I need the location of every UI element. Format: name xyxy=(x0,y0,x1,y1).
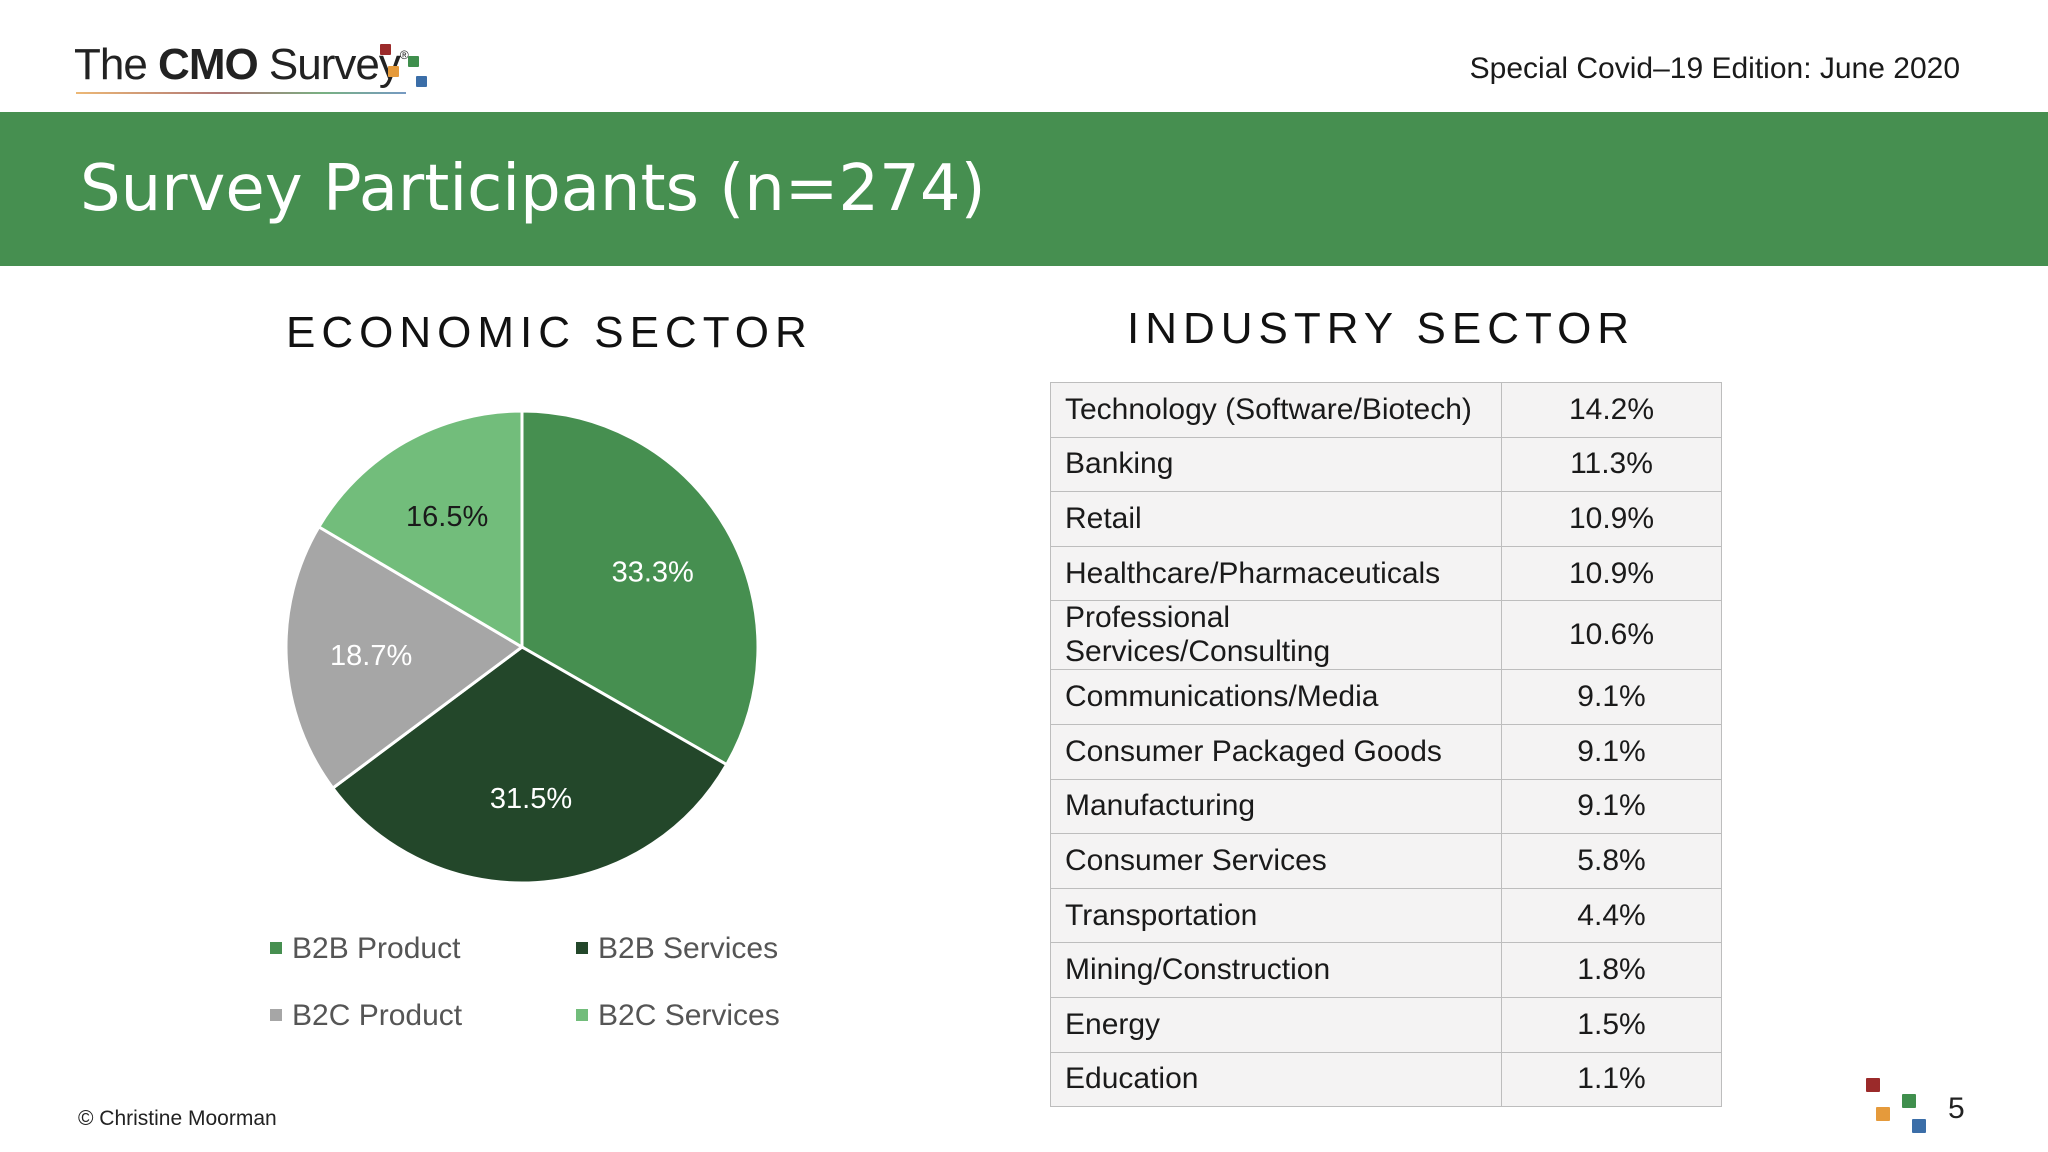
legend-entry: B2B Services xyxy=(576,932,778,966)
logo-survey: Survey xyxy=(257,40,401,89)
table-row: Communications/Media 9.1% xyxy=(1050,669,1722,725)
registered-mark: ® xyxy=(399,48,409,62)
logo-square-blue-icon xyxy=(416,76,427,87)
table-row: Healthcare/Pharmaceuticals 10.9% xyxy=(1050,545,1722,602)
industry-name-cell: Education xyxy=(1050,1051,1502,1108)
industry-pct-cell: 10.9% xyxy=(1501,491,1722,547)
industry-sector-table: Technology (Software/Biotech) 14.2% Bankin… xyxy=(1050,382,1722,1108)
slide-title: Survey Participants (n=274) xyxy=(80,152,986,226)
logo-square-red-icon xyxy=(380,44,391,55)
logo-cmo: CMO xyxy=(158,40,259,89)
industry-name-cell: Professional Services/Consulting xyxy=(1050,600,1502,671)
industry-name-cell: Banking xyxy=(1050,436,1502,493)
industry-pct-cell: 1.8% xyxy=(1501,942,1722,998)
industry-name-cell: Communications/Media xyxy=(1050,669,1502,725)
logo-square-orange-icon xyxy=(388,66,399,77)
table-row: Education 1.1% xyxy=(1050,1051,1722,1108)
legend-entry: B2C Product xyxy=(270,999,462,1033)
industry-name-cell: Healthcare/Pharmaceuticals xyxy=(1050,545,1502,602)
industry-pct-cell: 11.3% xyxy=(1501,436,1722,493)
industry-pct-cell: 9.1% xyxy=(1501,723,1722,780)
table-row: Energy 1.5% xyxy=(1050,996,1722,1053)
table-row: Manufacturing 9.1% xyxy=(1050,778,1722,835)
industry-name-cell: Transportation xyxy=(1050,887,1502,944)
legend-label: B2B Product xyxy=(292,932,461,965)
industry-pct-cell: 14.2% xyxy=(1501,382,1722,438)
industry-sector-title: INDUSTRY SECTOR xyxy=(1127,304,1636,353)
industry-name-cell: Manufacturing xyxy=(1050,778,1502,835)
pie-data-label: 33.3% xyxy=(612,556,694,588)
industry-pct-cell: 9.1% xyxy=(1501,778,1722,835)
title-banner: Survey Participants (n=274) xyxy=(0,112,2048,266)
footer-square-red-icon xyxy=(1866,1078,1880,1092)
legend-entry: B2C Services xyxy=(576,999,780,1033)
industry-pct-cell: 4.4% xyxy=(1501,887,1722,944)
legend-label: B2B Services xyxy=(598,932,779,965)
pie-slice-b2b-services xyxy=(330,645,729,885)
legend-entry: B2B Product xyxy=(270,932,460,966)
legend-swatch xyxy=(576,1009,588,1022)
industry-pct-cell: 1.1% xyxy=(1501,1051,1722,1108)
edition-label: Special Covid–19 Edition: June 2020 xyxy=(1469,52,1960,85)
table-row: Technology (Software/Biotech) 14.2% xyxy=(1050,382,1722,438)
pie-data-label: 31.5% xyxy=(490,783,572,815)
page-number: 5 xyxy=(1948,1092,1965,1125)
industry-pct-cell: 9.1% xyxy=(1501,669,1722,725)
table-row: Consumer Services 5.8% xyxy=(1050,833,1722,889)
table-row: Retail 10.9% xyxy=(1050,491,1722,547)
legend-label: B2C Services xyxy=(598,999,780,1032)
industry-pct-cell: 10.9% xyxy=(1501,545,1722,602)
industry-name-cell: Energy xyxy=(1050,996,1502,1053)
footer-square-blue-icon xyxy=(1912,1119,1926,1133)
table-row: Consumer Packaged Goods 9.1% xyxy=(1050,723,1722,780)
logo-underline xyxy=(76,92,406,94)
industry-name-cell: Consumer Services xyxy=(1050,833,1502,889)
industry-name-cell: Technology (Software/Biotech) xyxy=(1050,382,1502,438)
pie-data-label: 18.7% xyxy=(330,640,412,672)
legend-swatch xyxy=(270,1009,282,1022)
industry-name-cell: Retail xyxy=(1050,491,1502,547)
legend-label: B2C Product xyxy=(292,999,463,1032)
table-row: Banking 11.3% xyxy=(1050,436,1722,493)
economic-sector-title: ECONOMIC SECTOR xyxy=(286,308,813,357)
pie-data-label: 16.5% xyxy=(406,501,488,533)
industry-pct-cell: 1.5% xyxy=(1501,996,1722,1053)
table-row: Transportation 4.4% xyxy=(1050,887,1722,944)
industry-name-cell: Consumer Packaged Goods xyxy=(1050,723,1502,780)
industry-pct-cell: 10.6% xyxy=(1501,600,1722,671)
footer-square-orange-icon xyxy=(1876,1107,1890,1121)
economic-sector-pie-chart: 33.3% 31.5% 18.7% 16.5% xyxy=(284,409,760,885)
table-row: Professional Services/Consulting 10.6% xyxy=(1050,600,1722,671)
pie-slice-b2c-services xyxy=(316,409,524,650)
logo-wordmark: The CMO Survey® xyxy=(74,40,409,90)
copyright: © Christine Moorman xyxy=(78,1107,277,1130)
industry-name-cell: Mining/Construction xyxy=(1050,942,1502,998)
table-row: Mining/Construction 1.8% xyxy=(1050,942,1722,998)
legend-swatch xyxy=(576,942,588,955)
legend-swatch xyxy=(270,942,282,955)
footer-square-green-icon xyxy=(1902,1094,1916,1108)
pie-slice-b2c-product xyxy=(284,524,525,791)
logo-the: The xyxy=(74,40,159,89)
logo-square-green-icon xyxy=(408,56,419,67)
industry-pct-cell: 5.8% xyxy=(1501,833,1722,889)
pie-slice-b2b-product xyxy=(520,409,760,767)
